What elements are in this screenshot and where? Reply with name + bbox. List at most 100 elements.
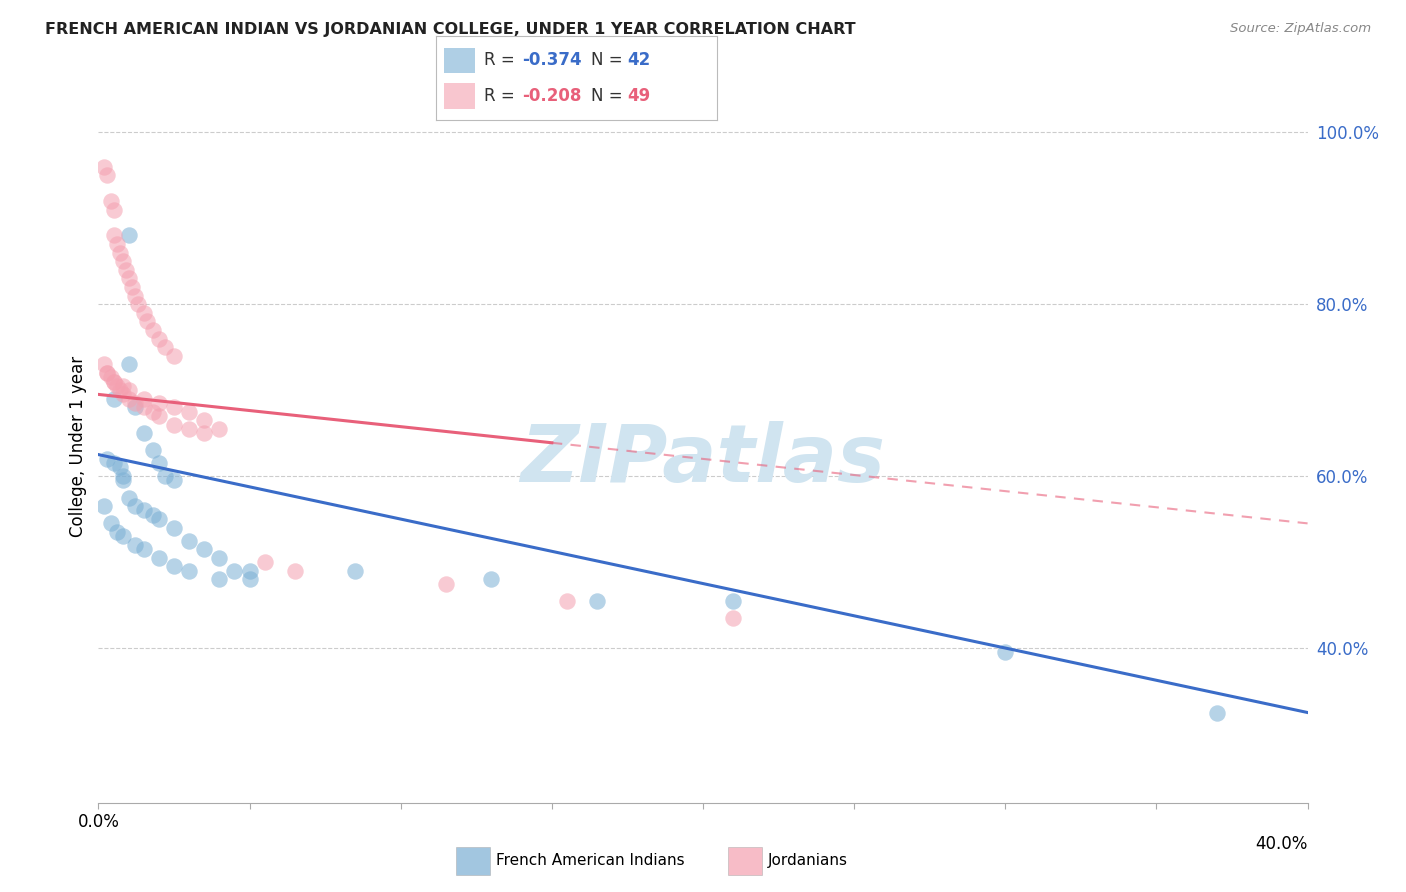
Point [105, 236, 128, 251]
Point [118, 491, 141, 505]
Point [994, 645, 1017, 659]
Point [723, 593, 745, 607]
Point [100, 194, 122, 208]
Point [124, 538, 146, 552]
Point [163, 474, 186, 488]
Point [118, 271, 141, 285]
Point [179, 564, 201, 578]
Text: -0.374: -0.374 [522, 51, 581, 70]
Point [723, 611, 745, 625]
Point [127, 297, 149, 311]
Point [103, 375, 125, 389]
Point [111, 474, 134, 488]
Point [555, 593, 578, 607]
Point [118, 383, 141, 397]
Bar [444, 83, 475, 109]
Text: Jordanians: Jordanians [768, 854, 848, 868]
Point [179, 533, 201, 548]
Point [1206, 706, 1229, 720]
Point [118, 228, 141, 243]
Point [93, 357, 115, 371]
Text: R =: R = [484, 51, 520, 70]
Point [124, 396, 146, 410]
Point [163, 349, 186, 363]
Point [193, 413, 215, 427]
Point [108, 460, 131, 475]
Point [124, 288, 146, 302]
Point [434, 576, 457, 591]
Text: FRENCH AMERICAN INDIAN VS JORDANIAN COLLEGE, UNDER 1 YEAR CORRELATION CHART: FRENCH AMERICAN INDIAN VS JORDANIAN COLL… [45, 22, 856, 37]
Point [93, 499, 115, 513]
Point [208, 550, 231, 565]
Point [142, 323, 165, 337]
Point [93, 160, 115, 174]
Point [124, 499, 146, 513]
Point [135, 314, 157, 328]
Point [239, 564, 262, 578]
Point [132, 503, 155, 517]
Y-axis label: College, Under 1 year: College, Under 1 year [69, 355, 87, 537]
Point [148, 409, 170, 423]
Point [100, 516, 122, 531]
Point [208, 422, 231, 436]
Point [148, 332, 170, 346]
Bar [444, 47, 475, 73]
Point [179, 404, 201, 418]
Point [111, 379, 134, 393]
Point [481, 572, 503, 586]
Point [148, 396, 170, 410]
Point [193, 426, 215, 441]
Point [108, 383, 131, 397]
Point [132, 542, 155, 557]
Point [111, 469, 134, 483]
Point [132, 306, 155, 320]
Point [344, 564, 367, 578]
Text: French American Indians: French American Indians [496, 854, 685, 868]
Text: 49: 49 [627, 87, 651, 105]
Text: -0.208: -0.208 [522, 87, 581, 105]
Point [179, 422, 201, 436]
Point [118, 357, 141, 371]
Point [193, 542, 215, 557]
Point [105, 379, 128, 393]
Point [153, 469, 176, 483]
Point [121, 280, 143, 294]
Point [114, 262, 136, 277]
Point [111, 387, 134, 401]
Point [142, 443, 165, 458]
Bar [456, 847, 489, 875]
Point [142, 508, 165, 522]
Point [124, 401, 146, 415]
Point [163, 417, 186, 432]
Point [96, 168, 118, 182]
Point [108, 245, 131, 260]
Bar [728, 847, 762, 875]
Point [103, 228, 125, 243]
Text: ZIPatlas: ZIPatlas [520, 421, 886, 500]
Point [148, 550, 170, 565]
Point [253, 555, 276, 569]
Point [224, 564, 246, 578]
Point [132, 401, 155, 415]
Point [239, 572, 262, 586]
Point [103, 456, 125, 470]
Text: Source: ZipAtlas.com: Source: ZipAtlas.com [1230, 22, 1371, 36]
Point [96, 451, 118, 466]
Point [132, 426, 155, 441]
Point [111, 254, 134, 268]
Point [142, 404, 165, 418]
Point [103, 202, 125, 217]
Point [96, 366, 118, 380]
Point [586, 593, 609, 607]
Point [148, 512, 170, 526]
Point [103, 392, 125, 406]
Point [163, 521, 186, 535]
Point [153, 340, 176, 354]
Text: N =: N = [591, 51, 627, 70]
Point [163, 559, 186, 574]
Point [284, 564, 307, 578]
Text: R =: R = [484, 87, 520, 105]
Point [163, 401, 186, 415]
Point [118, 392, 141, 406]
Point [208, 572, 231, 586]
